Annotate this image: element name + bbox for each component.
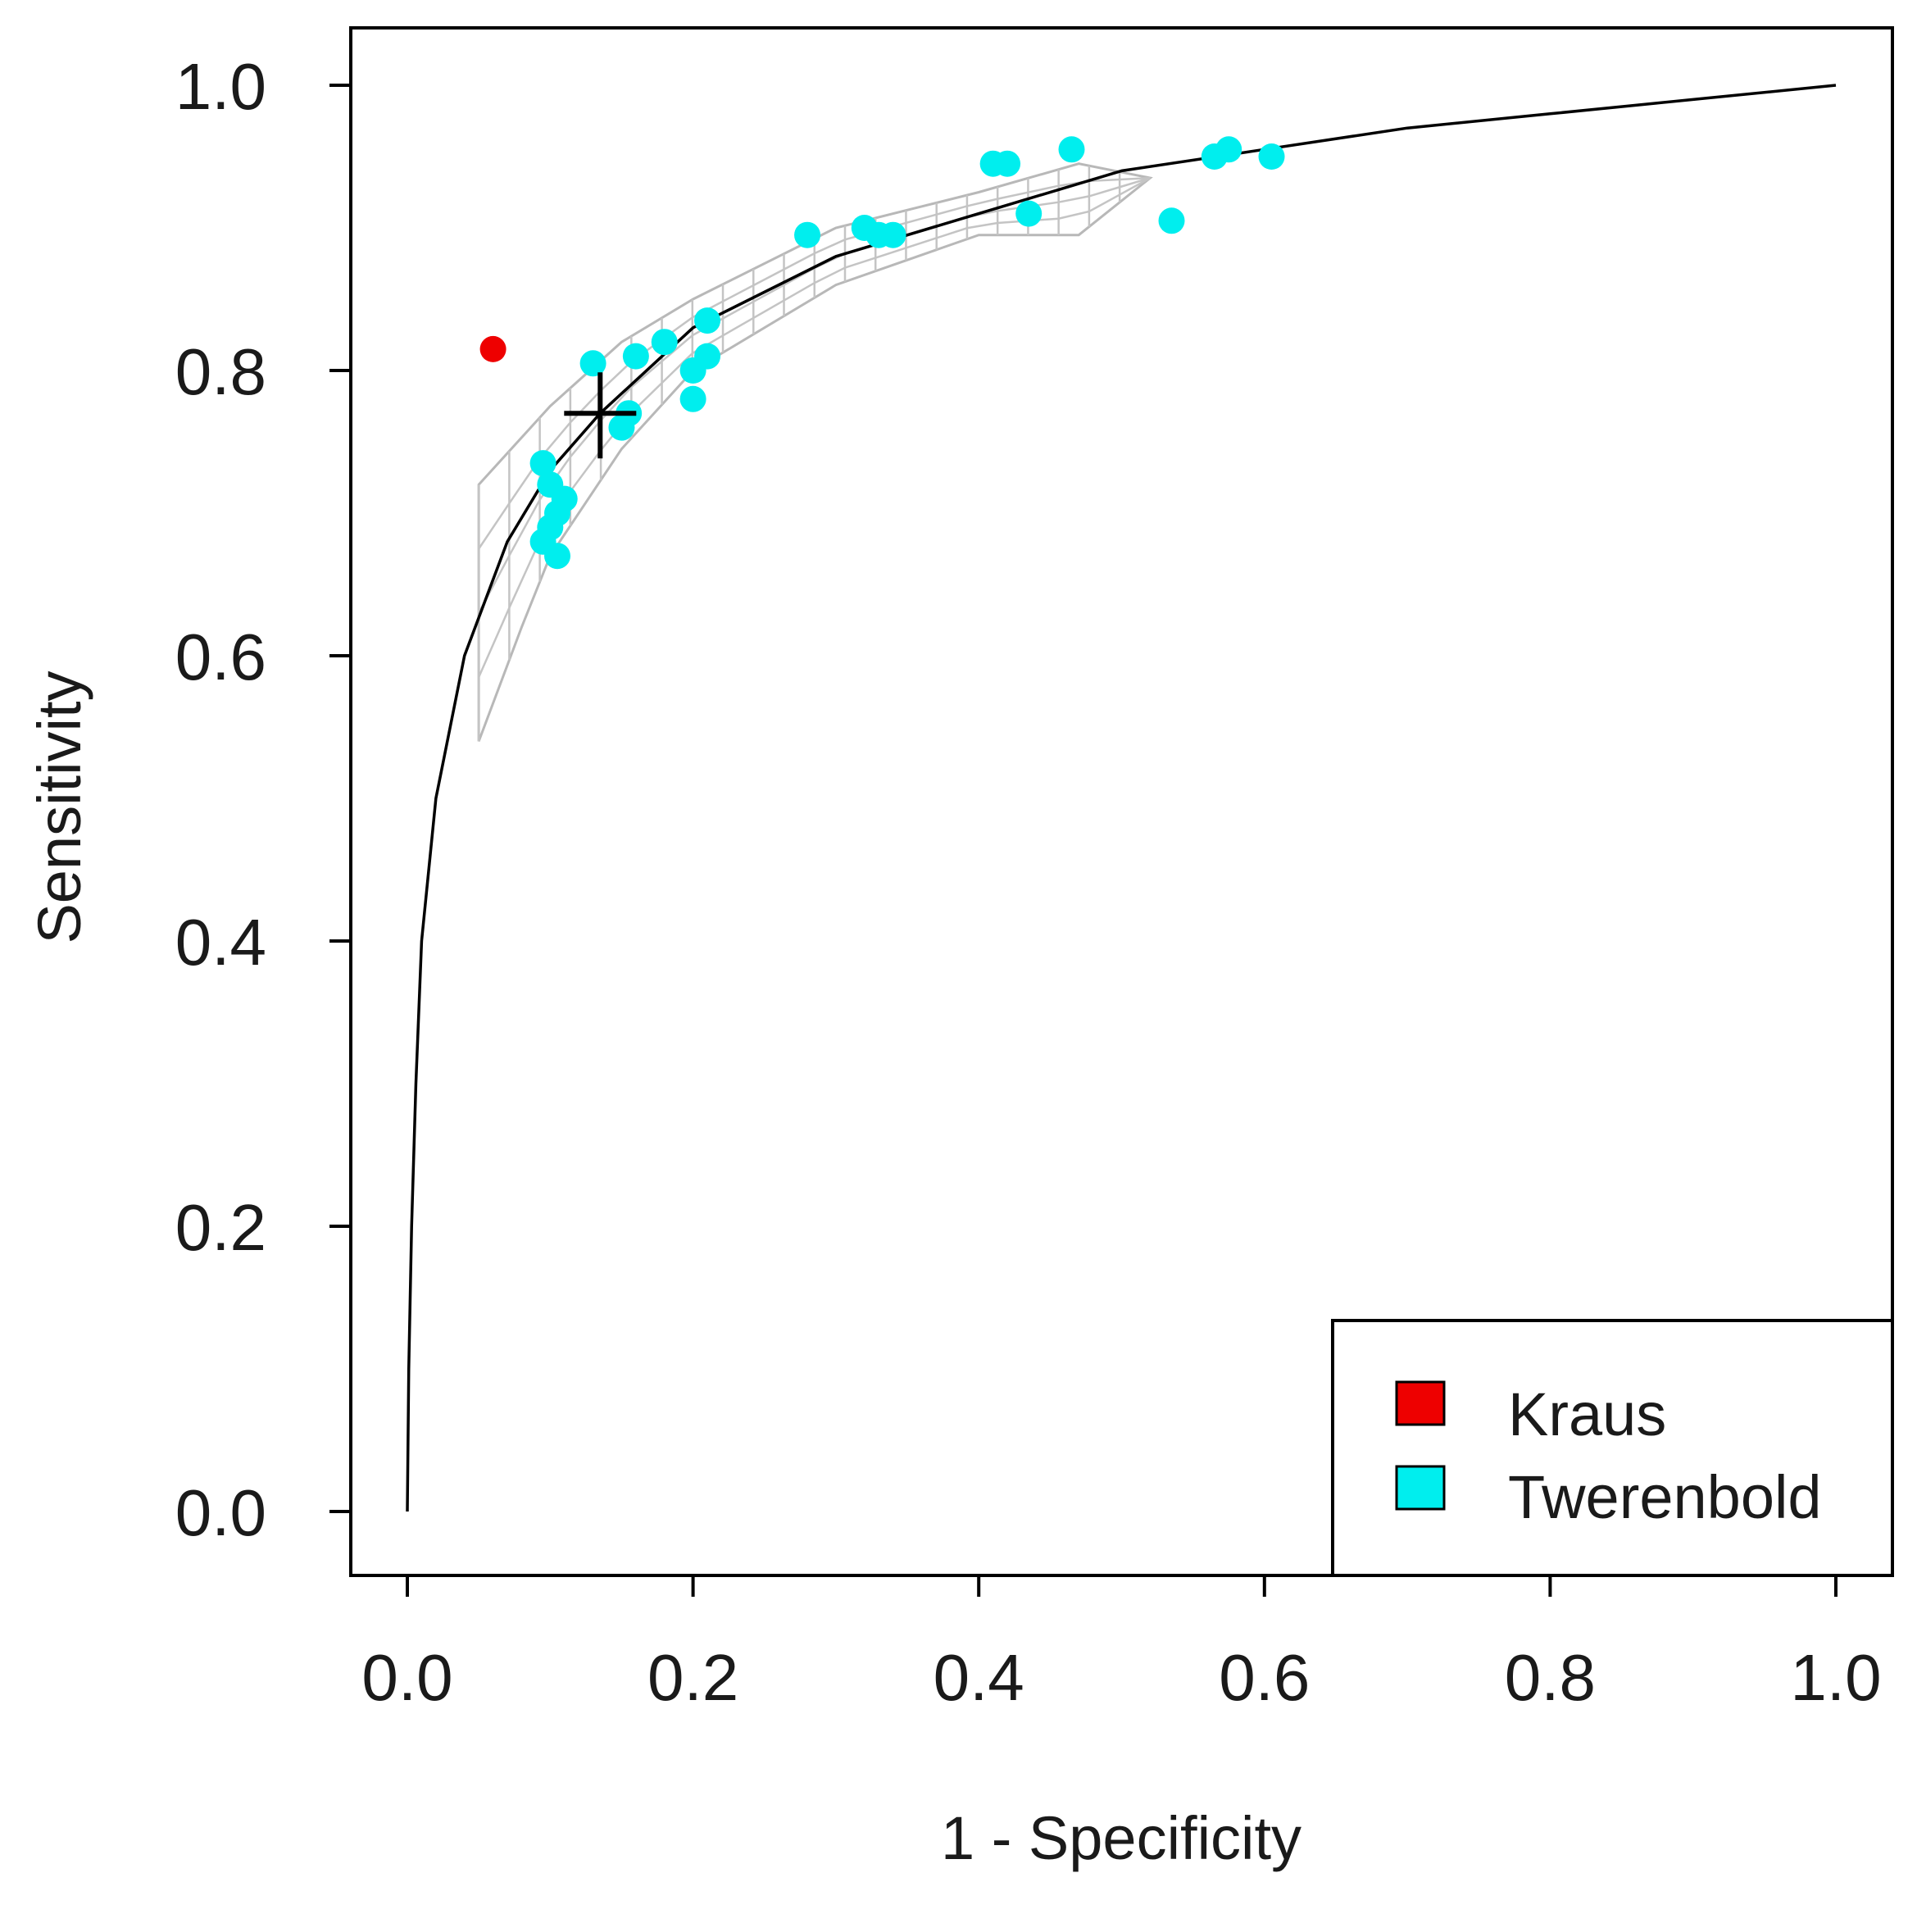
study-points — [479, 136, 1285, 570]
y-tick-label: 0.4 — [175, 906, 266, 979]
y-tick-label: 0.8 — [175, 335, 266, 408]
data-point-twerenbold — [994, 150, 1021, 177]
legend-label-twerenbold: Twerenbold — [1508, 1463, 1822, 1531]
data-point-twerenbold — [1015, 200, 1043, 227]
data-point-twerenbold — [579, 350, 606, 377]
data-point-twerenbold — [544, 543, 571, 570]
x-tick-label: 0.6 — [1219, 1641, 1310, 1714]
x-tick-label: 0.4 — [934, 1641, 1024, 1714]
data-point-twerenbold — [622, 343, 649, 370]
data-point-kraus — [479, 335, 507, 362]
legend-swatch-kraus — [1395, 1380, 1446, 1426]
x-tick-label: 0.0 — [361, 1641, 452, 1714]
legend-label-kraus: Kraus — [1508, 1380, 1666, 1448]
x-axis-title: 1 - Specificity — [941, 1804, 1301, 1872]
confidence-region-gridline — [478, 176, 1151, 550]
data-point-twerenbold — [529, 450, 556, 477]
y-axis-title: Sensitivity — [25, 671, 93, 943]
x-tick-label: 0.8 — [1505, 1641, 1596, 1714]
data-point-twerenbold — [694, 343, 721, 370]
data-point-twerenbold — [1258, 143, 1285, 170]
y-tick-label: 0.0 — [175, 1476, 266, 1549]
legend: Kraus Twerenbold — [1331, 1319, 1894, 1577]
x-tick-label: 1.0 — [1790, 1641, 1881, 1714]
data-point-twerenbold — [679, 385, 706, 412]
data-point-twerenbold — [1058, 136, 1085, 163]
data-point-twerenbold — [879, 221, 906, 248]
y-tick-label: 1.0 — [175, 50, 266, 123]
data-point-twerenbold — [1158, 207, 1185, 234]
y-tick-label: 0.6 — [175, 621, 266, 693]
x-axis: 0.0 0.2 0.4 0.6 0.8 1.0 — [361, 1575, 1882, 1714]
y-axis: 0.0 0.2 0.4 0.6 0.8 1.0 — [175, 50, 351, 1549]
data-point-twerenbold — [551, 485, 578, 512]
data-point-twerenbold — [1215, 136, 1242, 163]
data-point-twerenbold — [794, 221, 821, 248]
plot-frame — [349, 26, 1894, 1577]
data-point-twerenbold — [608, 414, 635, 441]
data-point-twerenbold — [694, 307, 721, 334]
legend-box — [1331, 1319, 1894, 1577]
x-tick-label: 0.2 — [647, 1641, 738, 1714]
summary-point — [564, 372, 637, 459]
y-tick-label: 0.2 — [175, 1191, 266, 1264]
data-point-twerenbold — [651, 329, 678, 356]
legend-swatch-twerenbold — [1395, 1465, 1446, 1511]
